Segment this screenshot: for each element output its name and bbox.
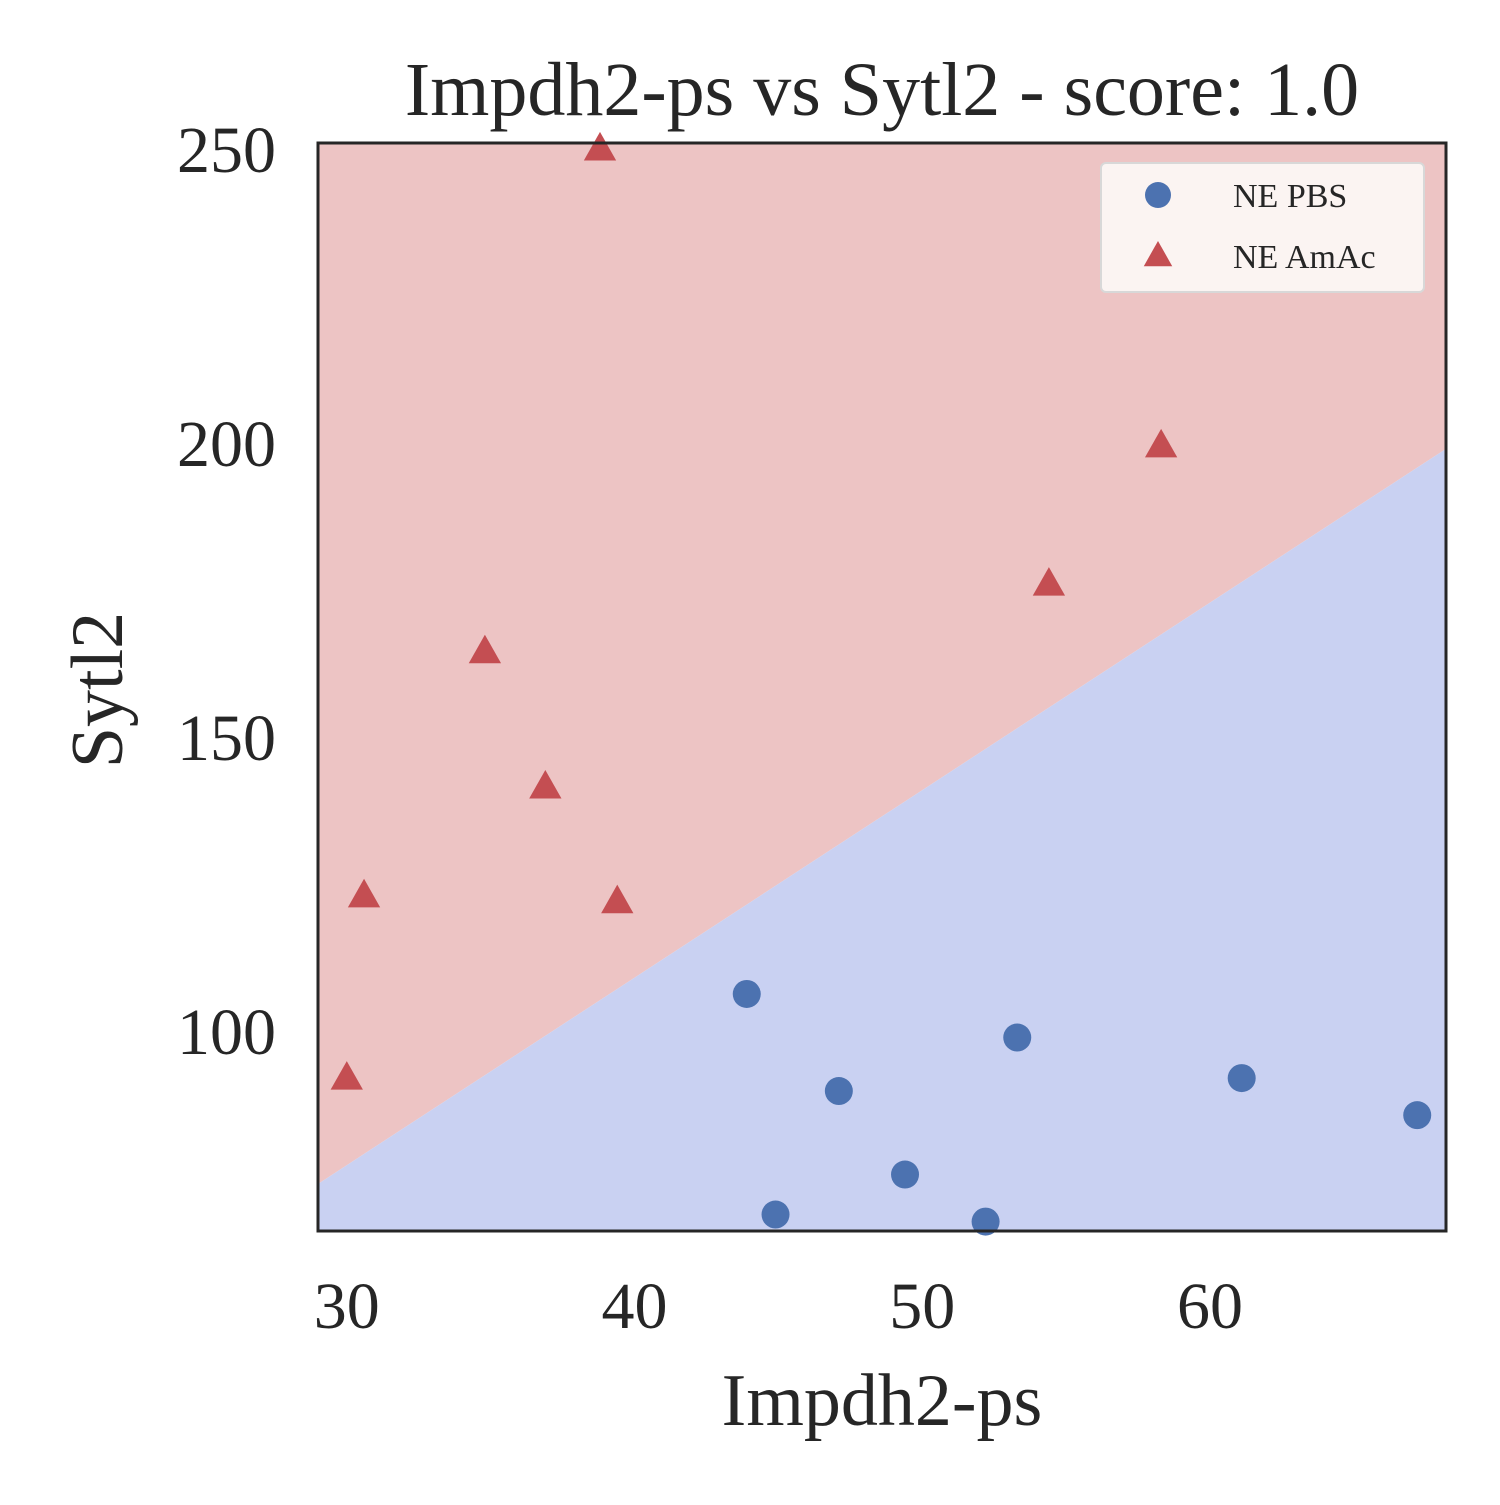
legend-marker-triangle bbox=[1143, 241, 1173, 267]
x-axis-label: Impdh2-ps bbox=[722, 1360, 1043, 1442]
data-point-circle bbox=[1003, 1023, 1032, 1052]
legend-box bbox=[1100, 162, 1425, 293]
y-tick-label: 100 bbox=[177, 996, 276, 1069]
data-point-circle bbox=[891, 1160, 920, 1189]
region-below bbox=[318, 448, 1446, 1231]
data-point-triangle bbox=[1032, 567, 1066, 596]
x-tick-label: 50 bbox=[889, 1270, 955, 1343]
data-point-triangle bbox=[330, 1061, 363, 1090]
x-axis-ticks: 30 40 50 60 bbox=[314, 1270, 1243, 1343]
y-tick-label: 200 bbox=[177, 408, 276, 481]
data-point-triangle bbox=[1144, 428, 1178, 458]
x-tick-label: 30 bbox=[314, 1270, 380, 1343]
data-point-circle bbox=[1403, 1101, 1432, 1130]
data-point-circle bbox=[732, 979, 761, 1008]
data-point-triangle bbox=[601, 884, 634, 914]
y-axis-ticks: 100 150 200 250 bbox=[177, 114, 276, 1069]
legend-items: NE PBS NE AmAc bbox=[1143, 178, 1376, 276]
data-point-circle bbox=[761, 1200, 790, 1229]
legend-label: NE PBS bbox=[1233, 178, 1347, 215]
data-point-circle bbox=[1227, 1064, 1256, 1093]
data-point-triangle bbox=[529, 769, 562, 799]
legend-marker-circle bbox=[1145, 182, 1171, 208]
data-points bbox=[330, 131, 1432, 1236]
data-point-triangle bbox=[347, 878, 381, 908]
y-tick-label: 150 bbox=[177, 702, 276, 775]
x-tick-label: 60 bbox=[1177, 1270, 1243, 1343]
x-tick-label: 40 bbox=[602, 1270, 668, 1343]
y-tick-label: 250 bbox=[177, 114, 276, 187]
decision-regions bbox=[318, 143, 1446, 1231]
legend-label: NE AmAc bbox=[1233, 239, 1376, 276]
y-axis-label: Sytl2 bbox=[57, 612, 139, 768]
legend: NE PBS NE AmAc bbox=[1100, 162, 1425, 293]
region-above bbox=[318, 143, 1446, 1184]
data-point-triangle bbox=[583, 131, 617, 161]
data-point-circle bbox=[971, 1207, 1000, 1236]
chart-title: Impdh2-ps vs Sytl2 - score: 1.0 bbox=[405, 48, 1359, 132]
plot-frame bbox=[316, 141, 1448, 1233]
data-point-triangle bbox=[468, 634, 502, 664]
data-point-circle bbox=[824, 1077, 853, 1106]
